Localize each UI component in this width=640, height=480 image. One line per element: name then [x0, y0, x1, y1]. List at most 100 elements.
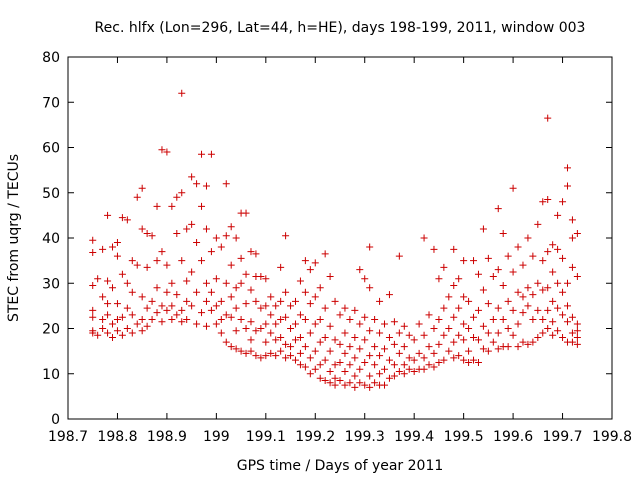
data-point: [153, 284, 161, 292]
data-point: [539, 315, 547, 323]
data-point: [113, 300, 121, 308]
y-tick-label: 20: [42, 322, 60, 338]
y-axis-ticks: 0 10 20 30 40 50 60 70 80: [42, 50, 612, 428]
data-point: [559, 254, 567, 262]
data-point: [474, 358, 482, 366]
data-point: [494, 266, 502, 274]
data-point: [148, 297, 156, 305]
data-point: [89, 236, 97, 244]
data-point: [227, 293, 235, 301]
data-point: [504, 252, 512, 260]
data-point: [138, 293, 146, 301]
data-point: [474, 306, 482, 314]
data-point: [381, 365, 389, 373]
data-point: [539, 329, 547, 337]
data-point: [425, 343, 433, 351]
data-point: [390, 318, 398, 326]
data-point: [267, 311, 275, 319]
data-point: [371, 361, 379, 369]
data-point: [193, 320, 201, 328]
data-point: [202, 279, 210, 287]
data-point: [474, 270, 482, 278]
data-point: [242, 349, 250, 357]
data-point: [316, 374, 324, 382]
data-point: [450, 354, 458, 362]
data-point: [479, 286, 487, 294]
data-point: [524, 302, 532, 310]
data-point: [143, 263, 151, 271]
data-point: [371, 379, 379, 387]
data-point: [123, 216, 131, 224]
data-point: [524, 234, 532, 242]
data-point: [376, 329, 384, 337]
data-point: [568, 313, 576, 321]
data-point: [405, 354, 413, 362]
data-point: [470, 334, 478, 342]
data-point: [143, 229, 151, 237]
data-point: [242, 300, 250, 308]
data-point: [212, 275, 220, 283]
x-tick-label: 199: [203, 429, 230, 445]
data-point: [425, 361, 433, 369]
data-point: [138, 315, 146, 323]
data-point: [410, 356, 418, 364]
data-point: [291, 336, 299, 344]
data-point: [573, 340, 581, 348]
data-point: [183, 315, 191, 323]
data-point: [207, 306, 215, 314]
data-point: [529, 315, 537, 323]
data-point: [568, 234, 576, 242]
data-point: [479, 322, 487, 330]
data-point: [356, 379, 364, 387]
data-point: [554, 211, 562, 219]
data-point: [306, 329, 314, 337]
data-point: [296, 334, 304, 342]
data-point: [435, 340, 443, 348]
data-point: [326, 322, 334, 330]
data-point: [202, 322, 210, 330]
data-point: [529, 252, 537, 260]
data-point: [287, 325, 295, 332]
data-point: [341, 349, 349, 357]
data-point: [148, 232, 156, 240]
data-point: [450, 313, 458, 321]
data-point: [465, 325, 473, 332]
data-point: [568, 216, 576, 224]
data-point: [222, 311, 230, 319]
y-tick-label: 0: [51, 412, 60, 428]
data-point: [123, 279, 131, 287]
data-point: [178, 257, 186, 265]
y-tick-label: 70: [42, 95, 60, 111]
data-point: [460, 336, 468, 344]
data-point: [573, 272, 581, 280]
data-point: [554, 279, 562, 287]
data-point: [227, 313, 235, 321]
data-point: [366, 352, 374, 360]
data-point: [109, 243, 117, 251]
data-point: [198, 309, 206, 317]
data-point: [385, 291, 393, 299]
data-point: [311, 320, 319, 328]
data-point: [272, 320, 280, 328]
data-point: [455, 275, 463, 283]
data-point: [113, 239, 121, 247]
data-point: [356, 320, 364, 328]
data-point: [198, 257, 206, 265]
data-point: [489, 338, 497, 346]
data-point: [489, 315, 497, 323]
data-point: [153, 309, 161, 317]
data-point: [118, 214, 126, 222]
data-point: [341, 329, 349, 337]
data-point: [272, 302, 280, 310]
data-point: [425, 311, 433, 319]
y-tick-label: 80: [42, 50, 60, 66]
data-point: [138, 327, 146, 335]
data-point: [356, 266, 364, 274]
data-point: [301, 288, 309, 296]
data-point: [287, 343, 295, 351]
data-point: [470, 257, 478, 265]
data-point: [331, 374, 339, 382]
data-point: [361, 313, 369, 321]
data-point: [445, 325, 453, 332]
data-point: [143, 322, 151, 330]
